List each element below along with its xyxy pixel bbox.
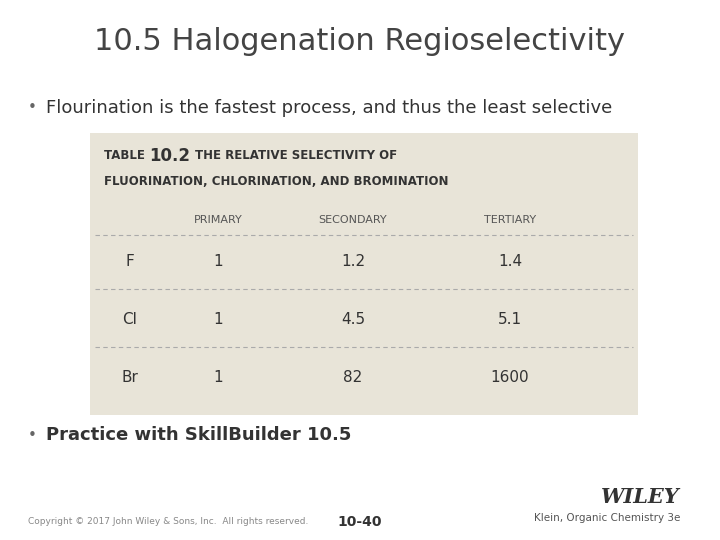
Text: •: • <box>28 100 37 116</box>
FancyBboxPatch shape <box>90 133 638 415</box>
Text: 82: 82 <box>343 369 363 384</box>
Text: WILEY: WILEY <box>601 487 680 507</box>
Text: 1.4: 1.4 <box>498 253 522 268</box>
Text: Cl: Cl <box>122 312 138 327</box>
Text: TABLE: TABLE <box>104 149 149 162</box>
Text: SECONDARY: SECONDARY <box>319 215 387 225</box>
Text: TERTIARY: TERTIARY <box>484 215 536 225</box>
Text: 10.2: 10.2 <box>149 147 190 165</box>
Text: 10-40: 10-40 <box>338 515 382 529</box>
Text: Practice with SkillBuilder 10.5: Practice with SkillBuilder 10.5 <box>46 426 351 444</box>
Text: 1: 1 <box>213 253 222 268</box>
Text: Copyright © 2017 John Wiley & Sons, Inc.  All rights reserved.: Copyright © 2017 John Wiley & Sons, Inc.… <box>28 517 308 526</box>
Text: 5.1: 5.1 <box>498 312 522 327</box>
Text: 1: 1 <box>213 312 222 327</box>
Text: 4.5: 4.5 <box>341 312 365 327</box>
Text: Klein, Organic Chemistry 3e: Klein, Organic Chemistry 3e <box>534 513 680 523</box>
Text: 1: 1 <box>213 369 222 384</box>
Text: F: F <box>125 253 135 268</box>
Text: Flourination is the fastest process, and thus the least selective: Flourination is the fastest process, and… <box>46 99 612 117</box>
Text: FLUORINATION, CHLORINATION, AND BROMINATION: FLUORINATION, CHLORINATION, AND BROMINAT… <box>104 175 449 188</box>
Text: Br: Br <box>122 369 138 384</box>
Text: THE RELATIVE SELECTIVITY OF: THE RELATIVE SELECTIVITY OF <box>195 149 397 162</box>
Text: 1600: 1600 <box>491 369 529 384</box>
Text: 10.5 Halogenation Regioselectivity: 10.5 Halogenation Regioselectivity <box>94 28 626 57</box>
Text: PRIMARY: PRIMARY <box>194 215 243 225</box>
Text: 1.2: 1.2 <box>341 253 365 268</box>
Text: •: • <box>28 428 37 442</box>
